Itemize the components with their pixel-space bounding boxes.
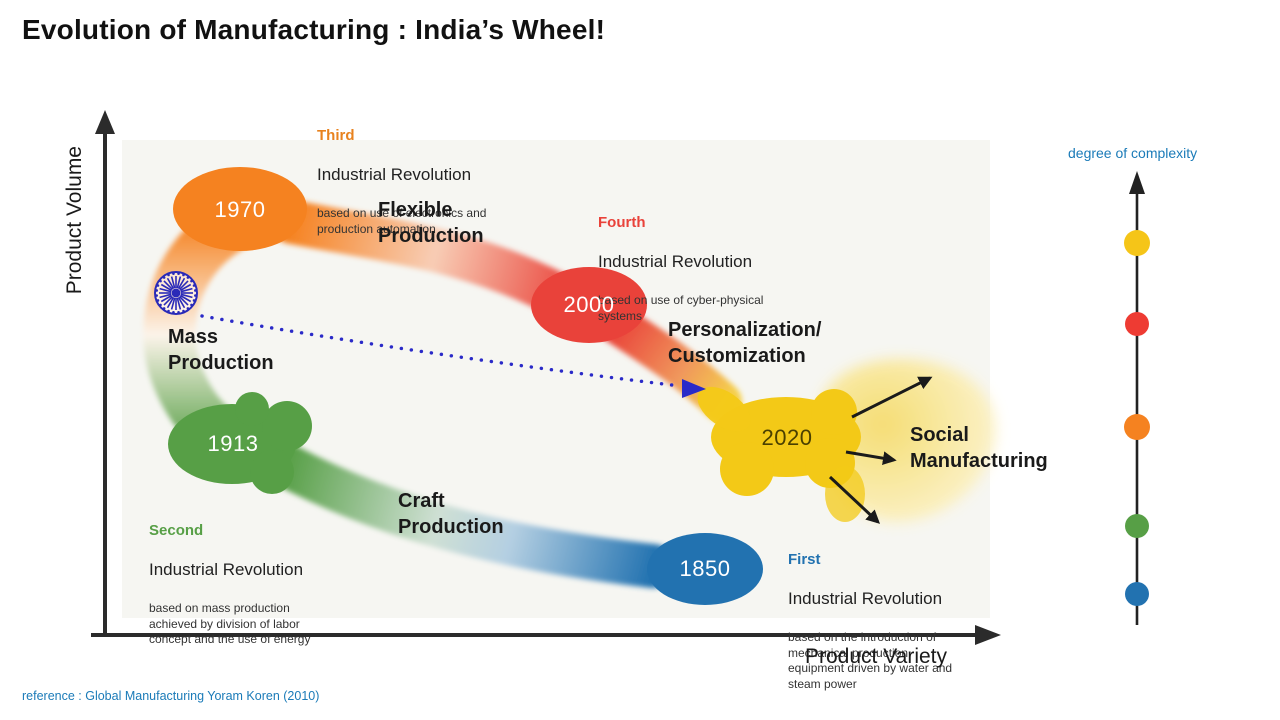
first-revolution-ordinal: First — [788, 551, 821, 569]
year-label-2000: 2000 — [563, 292, 615, 317]
ashoka-chakra-icon — [154, 271, 198, 315]
arrow-up-right — [851, 376, 933, 419]
arrow-down-right — [828, 475, 881, 524]
third-revolution-ordinal: Third — [317, 127, 355, 145]
first-revolution-title: Industrial Revolution — [788, 589, 943, 609]
fourth-revolution-ordinal: Fourth — [598, 214, 646, 232]
social-manufacturing-arrows — [828, 376, 933, 524]
y-axis-arrowhead — [95, 110, 115, 134]
third-revolution-title: Industrial Revolution — [317, 165, 472, 185]
blob-1913 — [168, 392, 312, 494]
year-label-1970: 1970 — [214, 197, 266, 222]
fourth-revolution-block: Fourth Industrial Revolution based on us… — [598, 196, 763, 343]
second-revolution-ordinal: Second — [149, 522, 204, 540]
fourth-revolution-desc: based on use of cyber-physical systems — [598, 292, 764, 323]
second-revolution-desc: based on mass production achieved by div… — [149, 600, 311, 647]
complexity-dot-1913 — [1125, 514, 1149, 538]
y-axis-label-wrap: Product Volume — [58, 105, 92, 335]
complexity-dot-2000 — [1125, 312, 1149, 336]
personalization-customization-label: Personalization/ Customization — [668, 319, 822, 368]
arrow-right — [845, 450, 897, 465]
third-revolution-desc: based on use of electronics and producti… — [317, 205, 487, 236]
blob-2000 — [531, 267, 647, 343]
complexity-dot-1970 — [1124, 414, 1150, 440]
axes — [91, 130, 976, 637]
x-axis-label: Product Variety — [805, 645, 948, 668]
era-blobs — [168, 167, 865, 605]
fourth-revolution-title: Industrial Revolution — [598, 252, 753, 272]
page-title: Evolution of Manufacturing : India’s Whe… — [22, 14, 606, 45]
complexity-dot-1850 — [1125, 582, 1149, 606]
complexity-scale-label: degree of complexity — [1068, 145, 1198, 161]
year-label-2020: 2020 — [761, 425, 813, 450]
complexity-scale — [1124, 171, 1150, 625]
second-revolution-title: Industrial Revolution — [149, 560, 304, 580]
complexity-axis-arrowhead — [1129, 171, 1145, 194]
blob-1970 — [173, 167, 307, 251]
first-revolution-block: First Industrial Revolution based on the… — [788, 533, 952, 711]
social-manufacturing-splash — [822, 358, 996, 523]
band-1970-to-2000 — [270, 200, 584, 319]
first-revolution-desc: based on the introduction of mechanical … — [788, 629, 953, 691]
reference-note: reference : Global Manufacturing Yoram K… — [22, 689, 320, 703]
social-manufacturing-label: Social Manufacturing — [910, 424, 1048, 473]
band-1913-to-1850 — [260, 441, 675, 588]
craft-production-label: Craft Production — [398, 490, 504, 539]
third-revolution-block: Third Industrial Revolution based on use… — [317, 109, 486, 256]
year-label-1850: 1850 — [679, 556, 731, 581]
mass-to-personalization-dotted-arrow — [200, 314, 706, 398]
year-label-1913: 1913 — [207, 431, 259, 456]
complexity-dot-2020 — [1124, 230, 1150, 256]
blob-1850 — [647, 533, 763, 605]
x-axis-arrowhead — [975, 625, 1001, 645]
second-revolution-block: Second Industrial Revolution based on ma… — [149, 504, 310, 666]
flexible-production-label: Flexible Production — [378, 199, 484, 248]
mass-production-label: Mass Production — [168, 326, 274, 375]
y-axis-label: Product Volume — [63, 145, 86, 295]
blob-2020 — [697, 386, 865, 522]
